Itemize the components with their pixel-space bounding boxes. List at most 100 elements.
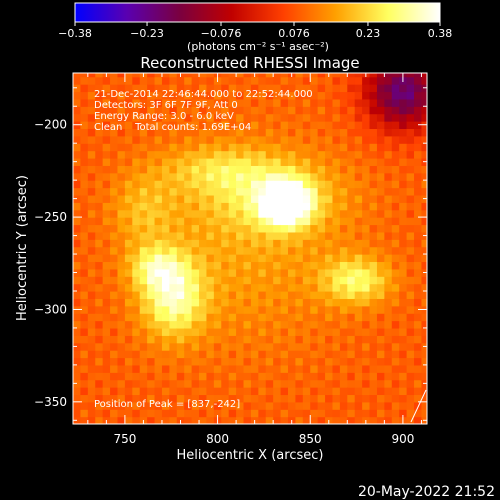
heatmap-cell [117,379,126,388]
heatmap-cell [325,135,334,144]
heatmap-cell [87,394,96,403]
heatmap-cell [184,106,193,115]
heatmap-cell [184,416,193,424]
heatmap-cell [206,194,215,203]
heatmap-cell [310,209,319,218]
x-tick-label: 850 [299,432,322,446]
heatmap-cell [169,313,178,322]
heatmap-cell [280,276,289,285]
heatmap-cell [391,128,400,137]
heatmap-cell [317,254,326,263]
heatmap-cell [362,202,371,211]
heatmap-cell [258,202,267,211]
heatmap-cell [117,357,126,366]
heatmap-cell [391,305,400,314]
heatmap-cell [161,364,170,373]
heatmap-cell [421,150,427,159]
heatmap-cell [265,231,274,240]
heatmap-cell [273,416,282,424]
heatmap-cell [339,143,348,152]
heatmap-cell [147,180,156,189]
heatmap-cell [302,416,311,424]
heatmap-cell [421,364,427,373]
heatmap-cell [161,298,170,307]
heatmap-cell [147,128,156,137]
heatmap-cell [369,180,378,189]
heatmap-cell [332,283,341,292]
heatmap-cell [369,143,378,152]
heatmap-cell [184,202,193,211]
heatmap-cell [265,283,274,292]
heatmap-cell [228,224,237,233]
heatmap-cell [110,121,119,130]
heatmap-cell [354,239,363,248]
heatmap-cell [369,209,378,218]
heatmap-cell [414,335,423,344]
heatmap-cell [317,290,326,299]
heatmap-cell [176,254,185,263]
heatmap-cell [332,165,341,174]
heatmap-cell [213,401,222,410]
heatmap-cell [376,313,385,322]
heatmap-cell [184,342,193,351]
heatmap-cell [317,246,326,255]
heatmap-cell [213,239,222,248]
heatmap-cell [80,305,89,314]
heatmap-cell [258,150,267,159]
heatmap-cell [384,387,393,396]
heatmap-cell [206,106,215,115]
heatmap-cell [176,157,185,166]
heatmap-cell [295,387,304,396]
heatmap-cell [332,73,341,78]
heatmap-cell [265,106,274,115]
heatmap-cell [176,113,185,122]
heatmap-cell [147,172,156,181]
heatmap-cell [80,202,89,211]
heatmap-cell [287,268,296,277]
heatmap-cell [199,313,208,322]
y-tick-label: −300 [34,302,67,316]
heatmap-cell [399,239,408,248]
heatmap-cell [310,239,319,248]
heatmap-cell [421,187,427,196]
heatmap-cell [117,276,126,285]
heatmap-cell [376,335,385,344]
heatmap-cell [376,387,385,396]
heatmap-cell [184,305,193,314]
heatmap-cell [406,276,415,285]
heatmap-cell [176,401,185,410]
colorbar: −0.38 −0.23 −0.076 0.076 0.23 0.38 (photons c… [58,2,452,53]
heatmap-cell [184,409,193,418]
heatmap-cell [161,91,170,100]
heatmap-cell [354,401,363,410]
heatmap-cell [87,298,96,307]
heatmap-cell [273,401,282,410]
heatmap-cell [347,409,356,418]
heatmap-cell [339,157,348,166]
heatmap-cell [213,320,222,329]
heatmap-cell [369,372,378,381]
heatmap-cell [414,320,423,329]
heatmap-cell [362,254,371,263]
heatmap-cell [132,231,141,240]
heatmap-cell [139,91,148,100]
heatmap-cell [399,276,408,285]
heatmap-cell [280,401,289,410]
heatmap-cell [73,187,82,196]
heatmap-cell [73,298,82,307]
heatmap-cell [280,320,289,329]
heatmap-cell [280,379,289,388]
heatmap-cell [110,261,119,270]
heatmap-cell [376,276,385,285]
heatmap-cell [154,342,163,351]
heatmap-cell [310,268,319,277]
heatmap-cell [399,394,408,403]
heatmap-cell [132,121,141,130]
annotation-block: 21-Dec-2014 22:46:44.000 to 22:52:44.000… [94,89,313,410]
heatmap-cell [199,372,208,381]
heatmap-cell [199,335,208,344]
heatmap-cell [391,98,400,107]
heatmap-cell [332,357,341,366]
heatmap-cell [184,283,193,292]
heatmap-cell [169,91,178,100]
